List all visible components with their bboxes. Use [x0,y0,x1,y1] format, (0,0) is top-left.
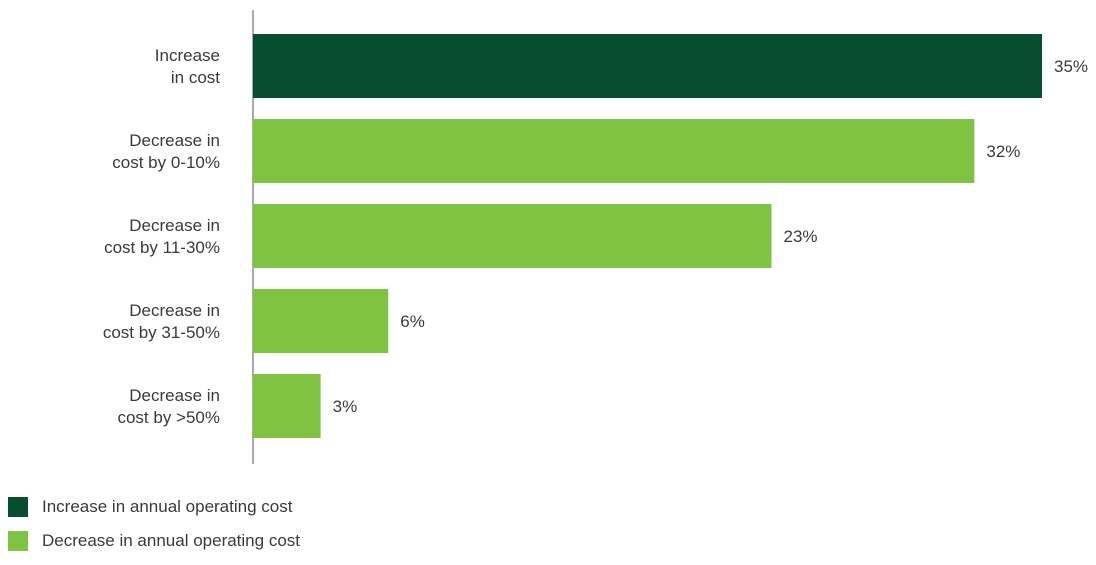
legend-item-decrease: Decrease in annual operating cost [8,531,300,551]
category-label-4-line-0: Decrease in [129,386,220,405]
category-label-2-line-1: cost by 11-30% [104,238,220,257]
category-label-1-line-0: Decrease in [129,131,220,150]
category-label-3-line-0: Decrease in [129,301,220,320]
legend-item-increase: Increase in annual operating cost [8,497,300,517]
value-label-0: 35% [1054,57,1088,76]
bar-chart: 35% Increase in cost 32% Decrease in cost by … [103,10,1088,464]
category-label-2-line-0: Decrease in [129,216,220,235]
category-label-0-line-0: Increase [155,46,220,65]
value-label-4: 3% [333,397,358,416]
legend-label-increase: Increase in annual operating cost [42,497,293,516]
legend: Increase in annual operating cost Decrea… [8,497,300,565]
value-label-1: 32% [986,142,1020,161]
category-label-0-line-1: in cost [171,68,220,87]
category-label-1-line-1: cost by 0-10% [112,153,220,172]
value-label-3: 6% [400,312,425,331]
legend-label-decrease: Decrease in annual operating cost [42,531,300,550]
value-label-2: 23% [783,227,817,246]
category-label-3-line-1: cost by 31-50% [103,323,220,342]
legend-swatch-increase [8,497,28,517]
category-label-4-line-1: cost by >50% [117,408,220,427]
bar-3 [253,289,389,353]
bar-0 [253,34,1042,98]
bar-2 [253,204,772,268]
bar-1 [253,119,975,183]
bar-4 [253,374,321,438]
bars-group: 35% Increase in cost 32% Decrease in cost by … [103,34,1088,438]
legend-swatch-decrease [8,531,28,551]
